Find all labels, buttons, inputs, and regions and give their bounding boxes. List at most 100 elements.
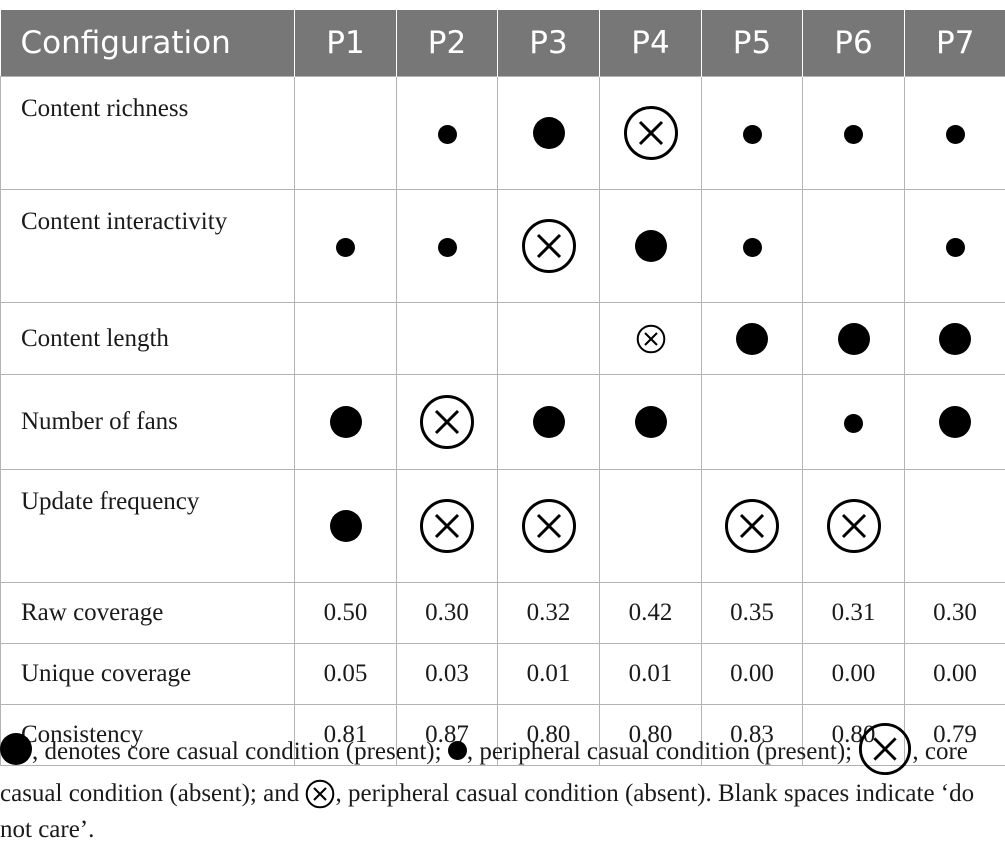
core-present-icon xyxy=(736,323,768,355)
row-number-of-fans: Number of fans xyxy=(1,375,1005,470)
cell-content-length-p3 xyxy=(498,303,600,375)
cell-content-richness-p6 xyxy=(803,77,905,190)
cell-content-richness-p5 xyxy=(702,77,803,190)
cell-update-frequency-p6 xyxy=(803,470,905,583)
cell-content-interactivity-p6 xyxy=(803,190,905,303)
value-unique-coverage-p6: 0.00 xyxy=(803,644,905,705)
row-content-length: Content length xyxy=(1,303,1005,375)
row-update-frequency: Update frequency xyxy=(1,470,1005,583)
cell-content-richness-p7 xyxy=(905,77,1005,190)
value-raw-coverage-p4: 0.42 xyxy=(600,583,702,644)
peripheral-present-icon xyxy=(844,414,863,433)
cell-number-of-fans-p2 xyxy=(397,375,498,470)
peripheral-present-icon xyxy=(743,125,762,144)
value-unique-coverage-p2: 0.03 xyxy=(397,644,498,705)
core-absent-icon xyxy=(419,394,475,450)
cell-update-frequency-p5 xyxy=(702,470,803,583)
row-label: Content length xyxy=(1,303,295,375)
core-present-icon xyxy=(635,230,667,262)
header-p3: P3 xyxy=(498,10,600,77)
core-present-icon xyxy=(533,406,565,438)
header-p7: P7 xyxy=(905,10,1005,77)
row-label: Update frequency xyxy=(1,470,295,583)
cell-update-frequency-p1 xyxy=(295,470,397,583)
header-configuration: Configuration xyxy=(1,10,295,77)
cell-content-length-p6 xyxy=(803,303,905,375)
value-unique-coverage-p4: 0.01 xyxy=(600,644,702,705)
value-raw-coverage-p7: 0.30 xyxy=(905,583,1005,644)
core-present-icon xyxy=(330,510,362,542)
configuration-table: Configuration P1 P2 P3 P4 P5 P6 P7 Conte… xyxy=(0,10,1005,766)
cell-number-of-fans-p1 xyxy=(295,375,397,470)
value-unique-coverage-p7: 0.00 xyxy=(905,644,1005,705)
core-present-icon xyxy=(838,323,870,355)
note-peripheral-present: , peripheral casual condition (present); xyxy=(467,738,859,765)
cell-content-interactivity-p7 xyxy=(905,190,1005,303)
core-absent-icon xyxy=(521,218,577,274)
core-absent-icon xyxy=(623,105,679,161)
cell-content-interactivity-p4 xyxy=(600,190,702,303)
header-p1: P1 xyxy=(295,10,397,77)
core-absent-icon xyxy=(724,498,780,554)
core-present-icon xyxy=(635,406,667,438)
value-unique-coverage-p3: 0.01 xyxy=(498,644,600,705)
core-present-icon xyxy=(0,733,32,765)
cell-content-length-p2 xyxy=(397,303,498,375)
peripheral-present-icon xyxy=(844,125,863,144)
cell-update-frequency-p2 xyxy=(397,470,498,583)
core-present-icon xyxy=(939,406,971,438)
peripheral-present-icon xyxy=(438,125,457,144)
row-content-interactivity: Content interactivity xyxy=(1,190,1005,303)
peripheral-absent-icon xyxy=(305,779,335,809)
core-present-icon xyxy=(939,323,971,355)
cell-content-richness-p1 xyxy=(295,77,397,190)
cell-number-of-fans-p6 xyxy=(803,375,905,470)
header-p5: P5 xyxy=(702,10,803,77)
cell-content-length-p7 xyxy=(905,303,1005,375)
cell-content-interactivity-p1 xyxy=(295,190,397,303)
cell-content-richness-p3 xyxy=(498,77,600,190)
table-footnote: , denotes core casual condition (present… xyxy=(0,722,1005,848)
cell-number-of-fans-p7 xyxy=(905,375,1005,470)
cell-content-richness-p2 xyxy=(397,77,498,190)
core-absent-icon xyxy=(521,498,577,554)
row-label: Content richness xyxy=(1,77,295,190)
peripheral-present-icon xyxy=(448,741,467,760)
value-unique-coverage-p1: 0.05 xyxy=(295,644,397,705)
row-content-richness: Content richness xyxy=(1,77,1005,190)
value-raw-coverage-p5: 0.35 xyxy=(702,583,803,644)
value-raw-coverage-p3: 0.32 xyxy=(498,583,600,644)
core-present-icon xyxy=(330,406,362,438)
cell-update-frequency-p4 xyxy=(600,470,702,583)
value-raw-coverage-p1: 0.50 xyxy=(295,583,397,644)
value-raw-coverage-p2: 0.30 xyxy=(397,583,498,644)
cell-content-interactivity-p3 xyxy=(498,190,600,303)
cell-content-length-p4 xyxy=(600,303,702,375)
cell-update-frequency-p3 xyxy=(498,470,600,583)
cell-content-length-p1 xyxy=(295,303,397,375)
core-absent-icon xyxy=(826,498,882,554)
value-unique-coverage-p5: 0.00 xyxy=(702,644,803,705)
cell-number-of-fans-p3 xyxy=(498,375,600,470)
peripheral-present-icon xyxy=(743,238,762,257)
header-p4: P4 xyxy=(600,10,702,77)
cell-content-interactivity-p2 xyxy=(397,190,498,303)
cell-content-interactivity-p5 xyxy=(702,190,803,303)
peripheral-present-icon xyxy=(946,125,965,144)
header-row: Configuration P1 P2 P3 P4 P5 P6 P7 xyxy=(1,10,1005,77)
value-raw-coverage-p6: 0.31 xyxy=(803,583,905,644)
row-label: Raw coverage xyxy=(1,583,295,644)
peripheral-present-icon xyxy=(336,238,355,257)
cell-update-frequency-p7 xyxy=(905,470,1005,583)
row-label: Unique coverage xyxy=(1,644,295,705)
peripheral-present-icon xyxy=(946,238,965,257)
header-p2: P2 xyxy=(397,10,498,77)
header-p6: P6 xyxy=(803,10,905,77)
peripheral-absent-icon xyxy=(636,324,666,354)
note-core-present: , denotes core casual condition (present… xyxy=(32,738,448,765)
core-absent-icon xyxy=(858,722,912,776)
row-label: Content interactivity xyxy=(1,190,295,303)
core-absent-icon xyxy=(419,498,475,554)
